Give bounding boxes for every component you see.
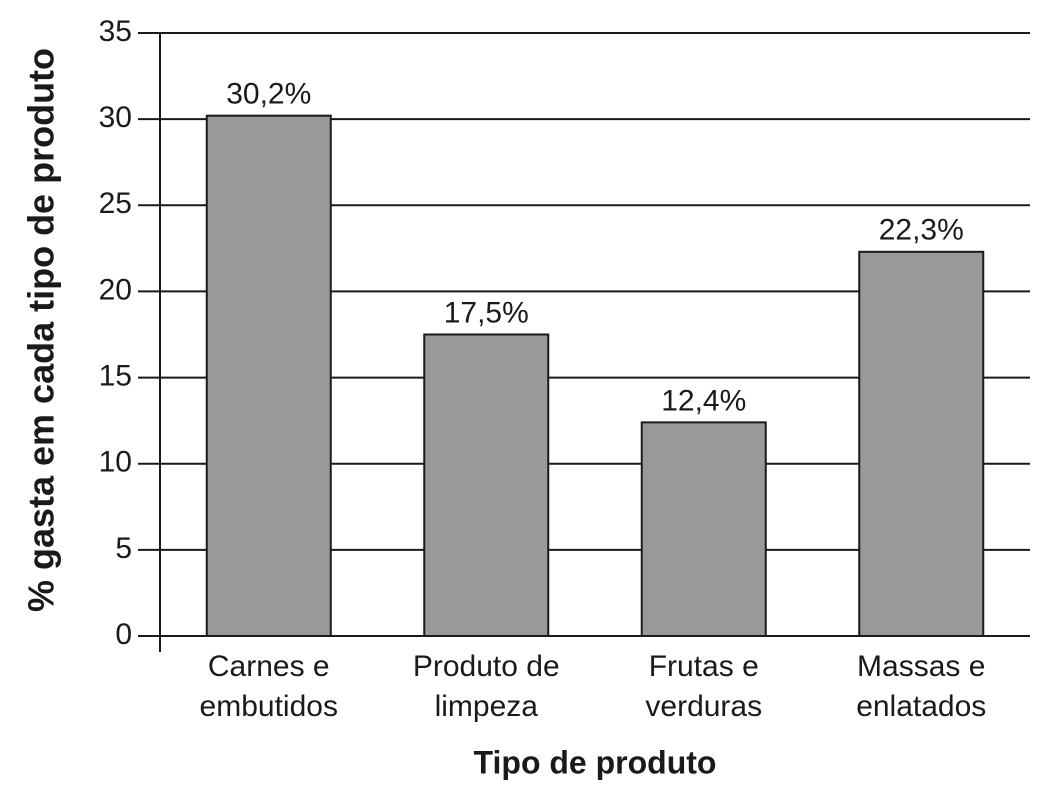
x-tick-label: Frutas e (649, 650, 759, 683)
y-tick-label: 15 (99, 359, 132, 392)
y-tick-label: 35 (99, 15, 132, 48)
x-tick-label: verduras (645, 690, 762, 723)
value-label: 30,2% (226, 78, 311, 111)
x-tick-label: limpeza (435, 690, 539, 723)
value-label: 12,4% (661, 384, 746, 417)
x-axis-title: Tipo de produto (474, 744, 717, 780)
x-tick-label: enlatados (856, 690, 986, 723)
y-tick-label: 25 (99, 187, 132, 220)
x-tick-label: Carnes e (208, 650, 330, 683)
y-tick-label: 0 (115, 618, 132, 651)
bar (858, 250, 985, 637)
y-tick-label: 5 (115, 532, 132, 565)
x-tick-label: embutidos (200, 690, 338, 723)
y-tick-label: 30 (99, 101, 132, 134)
y-tick-label: 20 (99, 273, 132, 306)
value-label: 22,3% (879, 214, 964, 247)
bar (640, 421, 767, 638)
bar (205, 114, 332, 637)
bar (423, 333, 550, 637)
value-label: 17,5% (444, 296, 529, 329)
x-tick-label: Massas e (857, 650, 985, 683)
x-tick-label: Produto de (413, 650, 560, 683)
y-tick-label: 10 (99, 446, 132, 479)
y-axis-title: % gasta em cada tipo de produto (21, 48, 62, 612)
